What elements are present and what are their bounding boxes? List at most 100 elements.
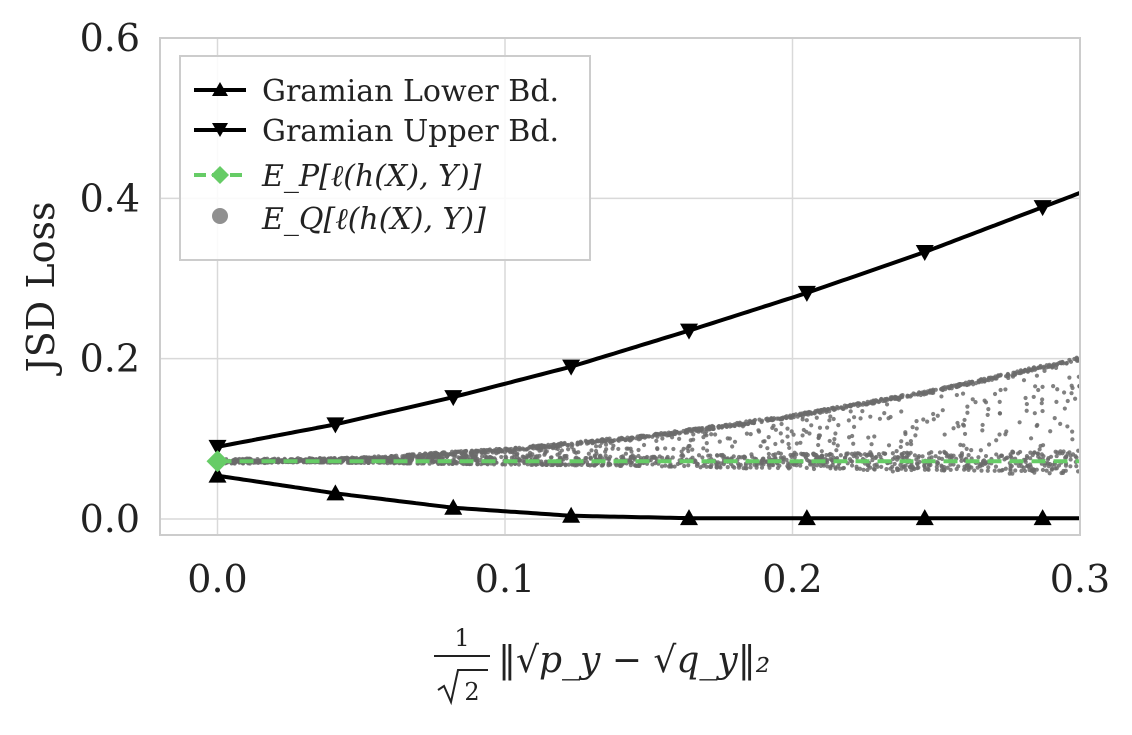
eq-point: [962, 464, 967, 469]
eq-point: [757, 417, 762, 422]
eq-point: [814, 415, 819, 420]
eq-point: [663, 463, 668, 468]
eq-point: [959, 451, 965, 456]
eq-point: [986, 442, 992, 447]
eq-point: [739, 455, 744, 460]
eq-point: [434, 452, 439, 457]
eq-point: [828, 414, 833, 419]
eq-point: [1003, 387, 1008, 392]
eq-point: [956, 464, 961, 469]
eq-point: [578, 441, 583, 446]
eq-point: [691, 432, 696, 437]
eq-point: [1064, 454, 1069, 460]
eq-point: [616, 446, 621, 452]
eq-point: [994, 376, 999, 381]
eq-point: [1067, 450, 1072, 455]
eq-point: [800, 433, 805, 438]
eq-point: [831, 416, 836, 422]
eq-point: [936, 456, 942, 461]
eq-point: [539, 459, 544, 464]
eq-point: [441, 450, 446, 455]
eq-point: [934, 467, 939, 472]
eq-point: [715, 461, 720, 466]
eq-point: [985, 412, 990, 418]
eq-point: [670, 430, 675, 435]
eq-point: [677, 436, 682, 441]
eq-point: [970, 379, 975, 384]
eq-point: [951, 462, 956, 467]
eq-point: [798, 463, 803, 468]
eq-point: [1041, 454, 1046, 459]
eq-point: [1069, 391, 1074, 396]
eq-point: [870, 454, 875, 459]
eq-point: [530, 452, 535, 457]
eq-point: [738, 421, 743, 426]
eq-point: [729, 423, 734, 429]
upper-bound-marker: [326, 417, 345, 434]
eq-point: [400, 454, 405, 459]
eq-point: [588, 456, 593, 461]
eq-point: [1047, 362, 1052, 367]
eq-point: [619, 435, 624, 440]
eq-point: [899, 439, 904, 444]
eq-point: [868, 465, 873, 470]
eq-point: [884, 402, 890, 407]
plot-frame: [159, 37, 1081, 536]
eq-point: [1040, 384, 1045, 389]
eq-point: [817, 433, 823, 438]
x-label-fraction-denominator: 2: [464, 678, 479, 706]
legend-label-ep: E_P[ℓ(h(X), Y)]: [261, 159, 482, 194]
eq-point: [690, 447, 695, 452]
eq-point: [986, 465, 991, 470]
eq-point: [343, 455, 348, 461]
eq-point: [829, 406, 834, 411]
eq-point: [235, 459, 241, 464]
eq-point: [431, 459, 437, 464]
eq-point: [727, 436, 732, 441]
eq-point: [566, 442, 571, 448]
eq-point: [1033, 384, 1038, 389]
eq-point: [406, 453, 411, 458]
eq-point: [872, 463, 877, 468]
eq-point: [758, 461, 763, 466]
eq-point: [999, 468, 1004, 473]
lower-bound-marker: [915, 509, 934, 526]
eq-point: [715, 453, 720, 458]
eq-point: [835, 443, 840, 448]
eq-point: [719, 453, 724, 458]
eq-point: [948, 467, 953, 472]
eq-point: [449, 452, 455, 457]
eq-point: [1023, 368, 1028, 373]
eq-point: [1064, 361, 1069, 366]
eq-point: [1054, 399, 1059, 404]
x-label-sqrt-sign: [437, 669, 488, 706]
eq-point: [1023, 395, 1028, 401]
eq-point: [704, 425, 710, 430]
eq-point: [1055, 387, 1060, 392]
eq-point: [529, 462, 534, 467]
eq-point: [714, 465, 719, 470]
eq-point: [1053, 449, 1058, 454]
eq-point: [701, 463, 706, 468]
ep-marker: [206, 450, 229, 473]
eq-point: [723, 423, 728, 428]
eq-point: [459, 449, 464, 454]
eq-point: [1039, 401, 1044, 406]
eq-point: [1060, 451, 1065, 456]
eq-point: [832, 437, 837, 442]
eq-point: [599, 437, 604, 442]
eq-point: [603, 449, 608, 454]
eq-point: [949, 386, 954, 391]
y-tick-label: 0.6: [80, 16, 140, 60]
eq-point: [864, 453, 869, 458]
eq-point: [557, 450, 562, 456]
eq-point: [429, 451, 434, 456]
eq-point: [811, 466, 817, 472]
eq-point: [672, 464, 677, 469]
eq-point: [1044, 468, 1049, 473]
eq-point: [691, 427, 696, 432]
eq-point: [786, 461, 791, 466]
eq-point: [1035, 422, 1040, 428]
eq-point: [901, 464, 906, 469]
